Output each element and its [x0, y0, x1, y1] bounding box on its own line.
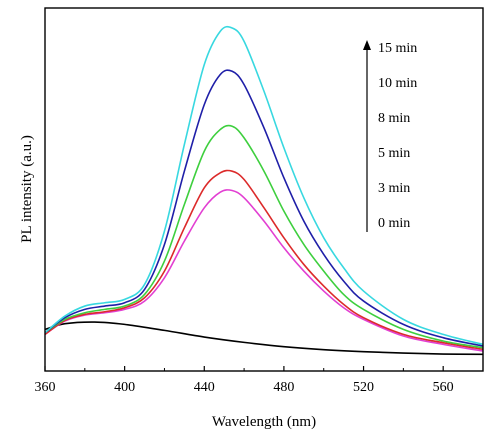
tick-layer: 360 400 440 480 520 560 — [35, 366, 454, 395]
x-tick-label: 440 — [194, 380, 215, 395]
x-tick-label: 520 — [353, 380, 374, 395]
legend-entry: 3 min — [378, 181, 410, 196]
series-line-0-min — [44, 321, 484, 356]
series-line-8-min — [44, 124, 484, 349]
up-arrow-icon — [363, 40, 371, 50]
legend-entry: 0 min — [378, 216, 410, 231]
series-line-15-min — [44, 25, 484, 346]
x-tick-label: 400 — [114, 380, 135, 395]
legend-entry: 10 min — [378, 76, 417, 91]
legend-entry: 15 min — [378, 41, 417, 56]
plot-frame — [44, 7, 484, 372]
legend: 15 min 10 min 8 min 5 min 3 min 0 min — [363, 40, 417, 232]
x-tick-label: 480 — [273, 380, 294, 395]
series-line-3-min — [44, 189, 484, 352]
series-line-10-min — [44, 69, 484, 347]
x-axis-label: Wavelength (nm) — [212, 414, 316, 430]
legend-entry: 5 min — [378, 146, 410, 161]
legend-entry: 8 min — [378, 111, 410, 126]
series-layer — [44, 25, 484, 356]
series-line-5-min — [44, 169, 484, 351]
x-tick-label: 560 — [433, 380, 454, 395]
x-tick-label: 360 — [35, 380, 56, 395]
y-axis-label: PL intensity (a.u.) — [19, 135, 35, 243]
